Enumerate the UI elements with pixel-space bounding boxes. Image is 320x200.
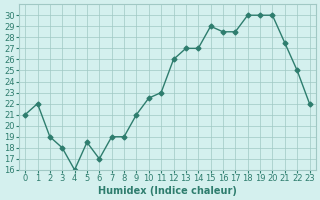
X-axis label: Humidex (Indice chaleur): Humidex (Indice chaleur)	[98, 186, 237, 196]
